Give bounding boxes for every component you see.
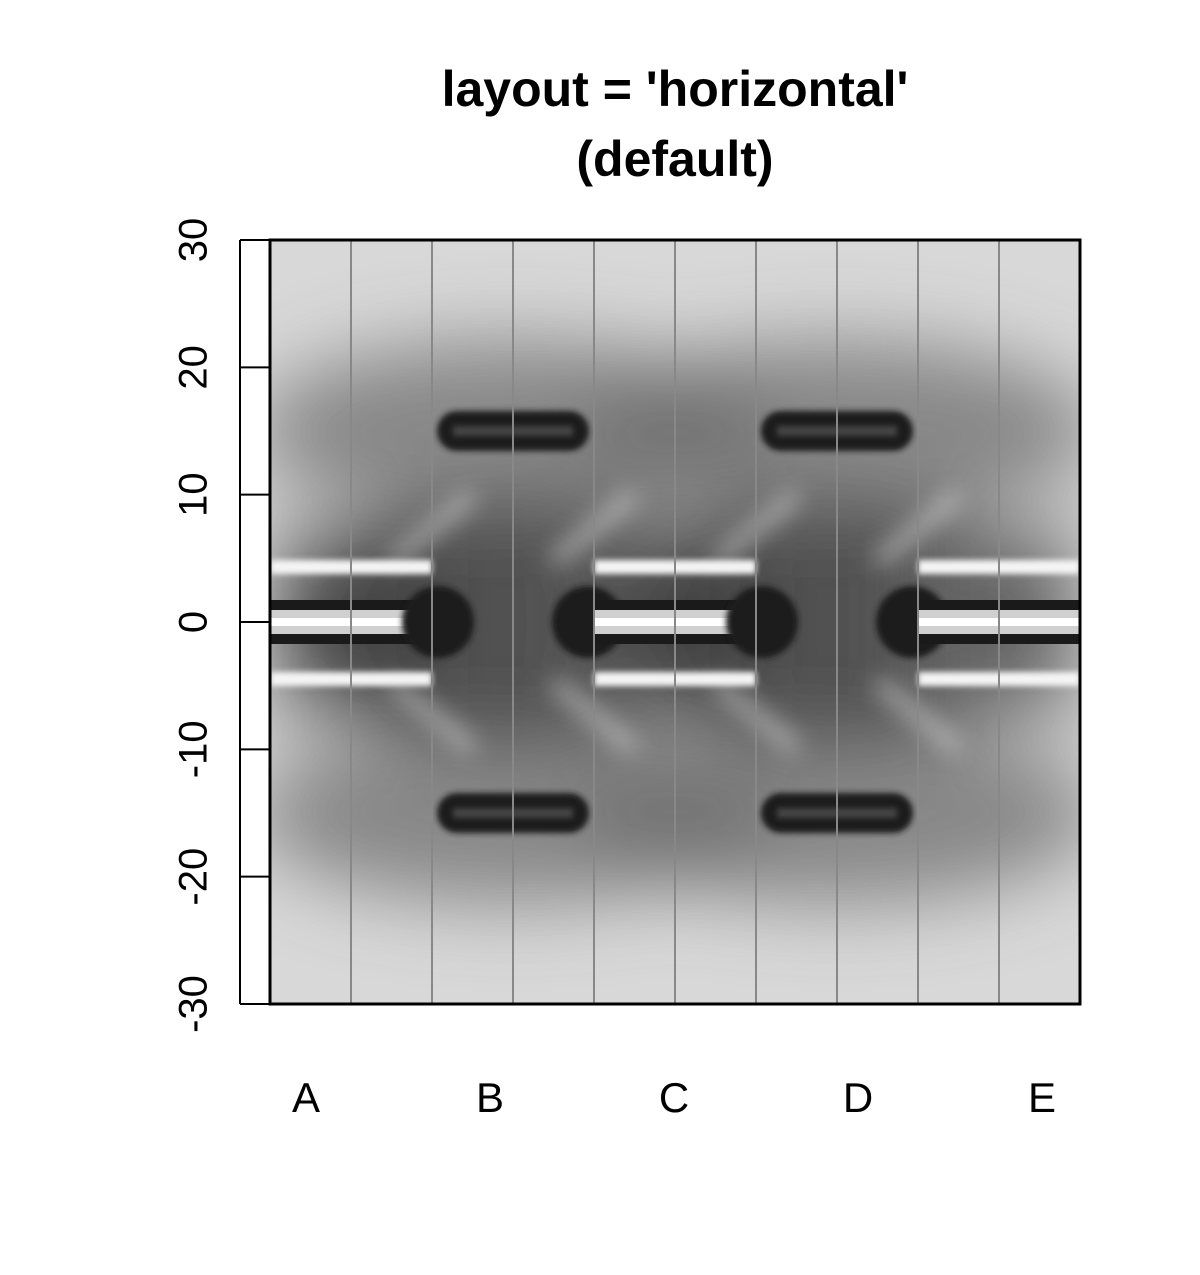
x-category-label: A — [292, 1074, 320, 1121]
x-category-label: E — [1028, 1074, 1056, 1121]
chart-title: layout = 'horizontal' (default) — [442, 61, 909, 187]
title-line-2: (default) — [576, 131, 773, 187]
y-tick-label: -30 — [172, 975, 216, 1033]
y-tick-label: -10 — [172, 720, 216, 778]
y-tick-label: -20 — [172, 848, 216, 906]
x-category-label: C — [659, 1074, 689, 1121]
y-tick-label: 20 — [172, 345, 216, 390]
x-axis-labels: A B C D E — [292, 1074, 1056, 1121]
y-tick-label: 30 — [172, 218, 216, 263]
y-tick-label: 0 — [172, 611, 216, 633]
band-blob-left — [402, 586, 474, 658]
column-separators — [350, 240, 1000, 1004]
y-axis: -30 -20 -10 0 10 20 30 — [172, 218, 270, 1033]
x-category-label: D — [843, 1074, 873, 1121]
title-line-1: layout = 'horizontal' — [442, 61, 909, 117]
x-category-label: B — [476, 1074, 504, 1121]
band-blob-left — [726, 586, 798, 658]
y-tick-label: 10 — [172, 472, 216, 516]
